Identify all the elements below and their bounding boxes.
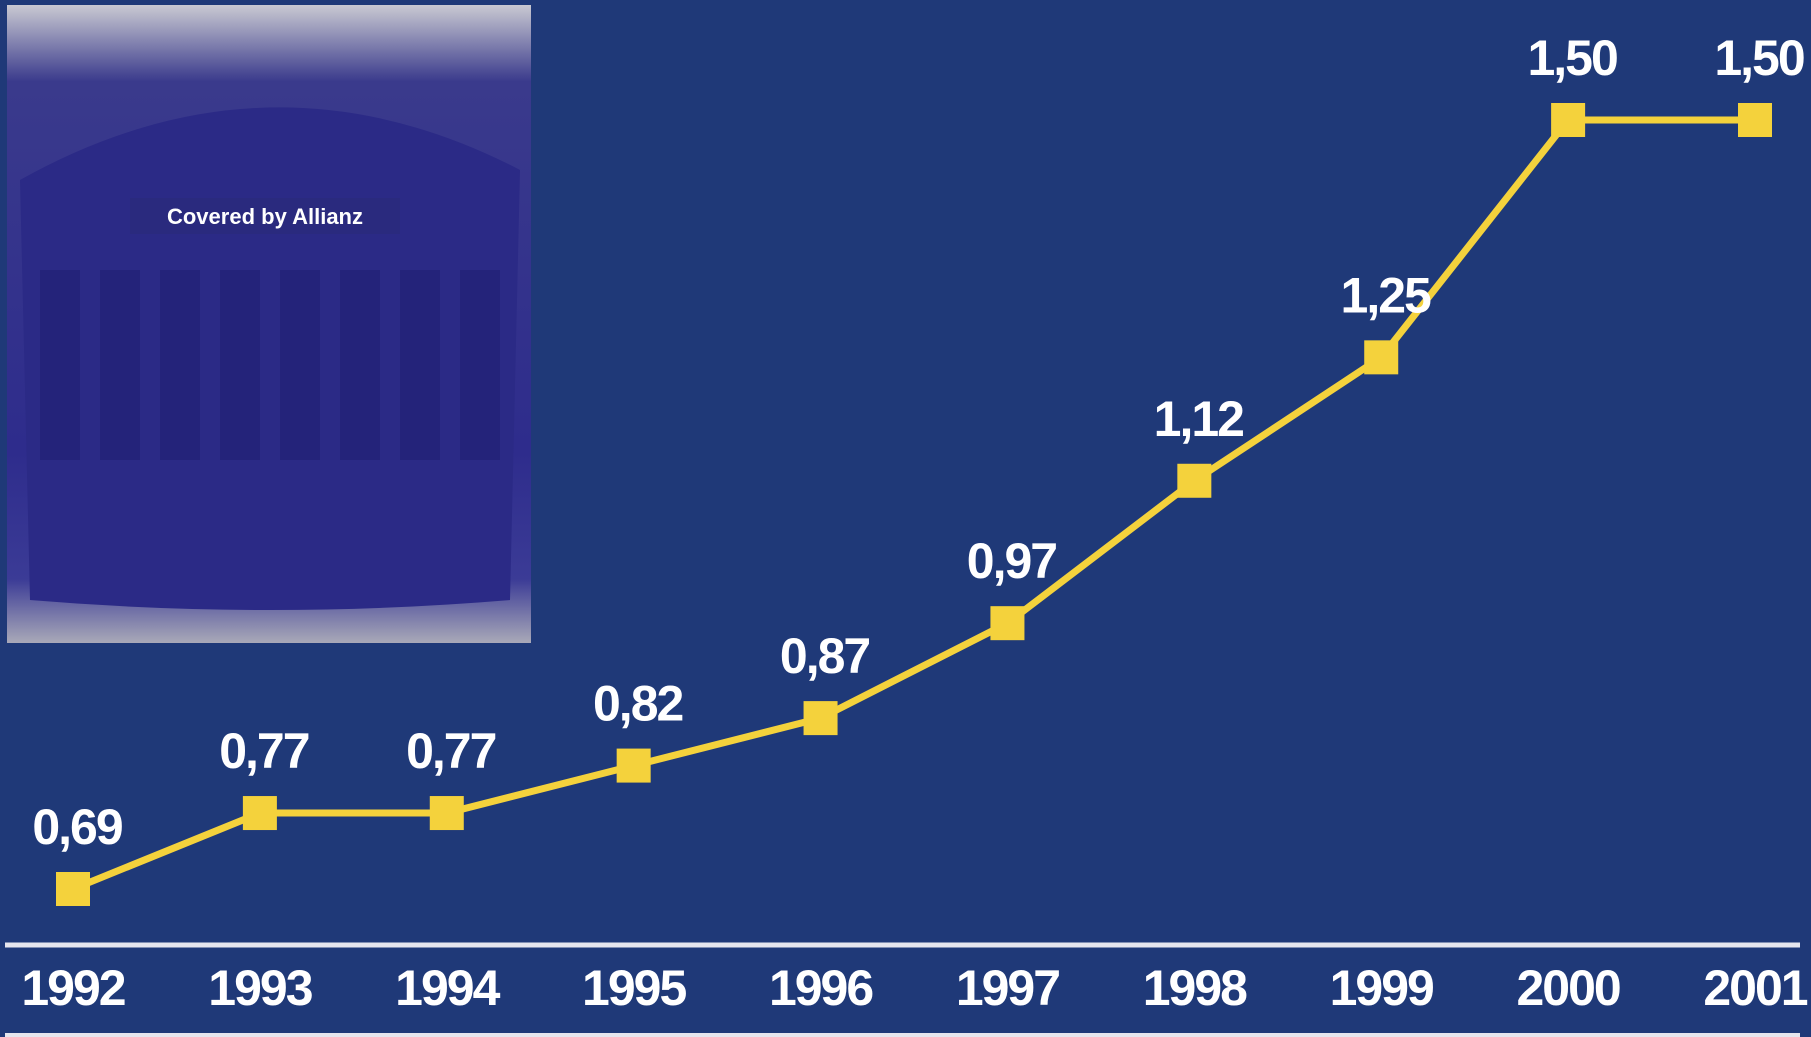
photo-text: Covered by Allianz [167,204,363,229]
value-label: 0,82 [593,676,683,732]
marker [1177,463,1212,498]
marker [242,796,277,831]
marker [616,748,651,783]
marker [1364,340,1399,375]
series-line [71,116,1755,893]
value-label: 0,69 [32,799,122,855]
x-tick-label: 1998 [1143,960,1247,1016]
value-label: 0,97 [967,533,1057,589]
x-tick-label: 1996 [769,960,872,1016]
value-label: 1,12 [1154,391,1244,447]
value-label: 0,87 [780,628,870,684]
x-tick-label: 1999 [1330,960,1433,1016]
x-tick-label: 1992 [21,960,124,1016]
marker [429,796,464,831]
marker [803,701,838,736]
x-tick-label: 1995 [582,960,686,1016]
marker [990,606,1025,641]
value-label: 1,50 [1527,30,1617,86]
x-tick-label: 1997 [956,960,1059,1016]
marker [1551,103,1586,137]
x-tick-label: 2001 [1703,960,1807,1016]
value-label: 1,50 [1714,30,1804,86]
marker [56,872,90,906]
photo: Covered by Allianz [7,5,531,643]
value-label: 1,25 [1341,267,1432,323]
x-tick-label: 1993 [208,960,311,1016]
x-tick-label: 2000 [1516,960,1619,1016]
x-tick-label: 1994 [395,960,500,1016]
value-label: 0,77 [406,723,496,779]
value-label: 0,77 [219,723,309,779]
marker [1738,103,1772,137]
